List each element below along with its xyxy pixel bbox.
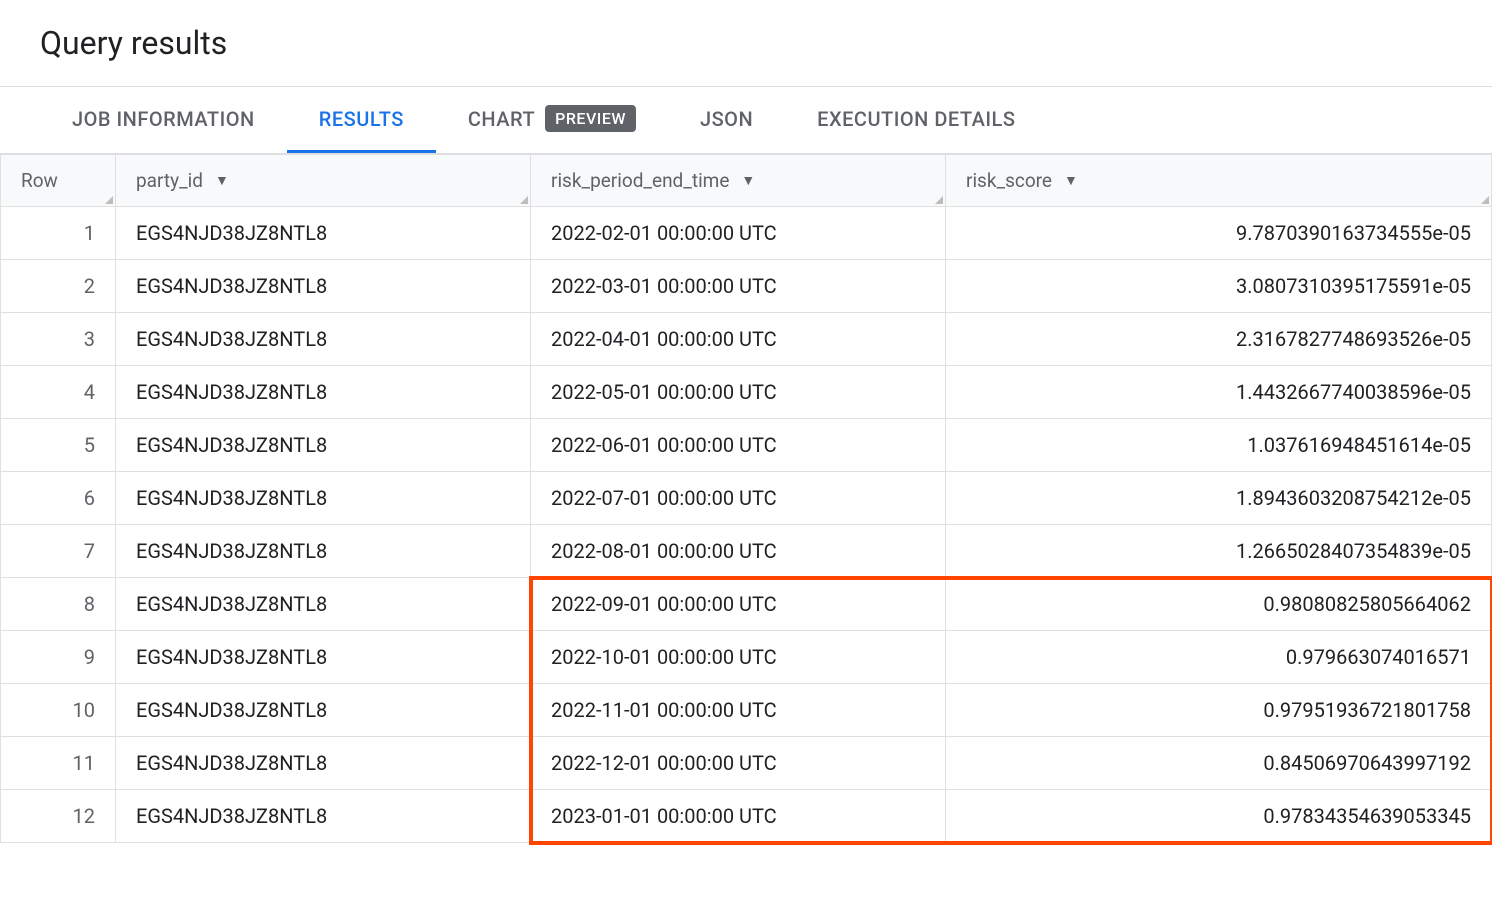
cell-row: 5 [1, 419, 116, 472]
sort-dropdown-icon[interactable]: ▼ [741, 172, 755, 189]
column-header-party_id[interactable]: party_id ▼ [116, 155, 531, 207]
cell-risk_score: 0.979663074016571 [946, 631, 1492, 684]
cell-risk_score: 1.037616948451614e-05 [946, 419, 1492, 472]
sort-dropdown-icon[interactable]: ▼ [215, 172, 229, 189]
table-row: 1EGS4NJD38JZ8NTL82022-02-01 00:00:00 UTC… [1, 207, 1492, 260]
cell-risk_score: 1.4432667740038596e-05 [946, 366, 1492, 419]
cell-risk_period_end_time: 2022-04-01 00:00:00 UTC [531, 313, 946, 366]
table-container: Rowparty_id▼risk_period_end_time▼risk_sc… [0, 154, 1492, 843]
cell-risk_period_end_time: 2022-11-01 00:00:00 UTC [531, 684, 946, 737]
cell-risk_score: 3.0807310395175591e-05 [946, 260, 1492, 313]
cell-risk_score: 0.98080825805664062 [946, 578, 1492, 631]
results-table: Rowparty_id▼risk_period_end_time▼risk_sc… [0, 154, 1492, 843]
tab-chart[interactable]: CHART PREVIEW [436, 87, 668, 153]
cell-party_id: EGS4NJD38JZ8NTL8 [116, 578, 531, 631]
tab-label: CHART [468, 107, 535, 131]
cell-row: 3 [1, 313, 116, 366]
tab-label: JOB INFORMATION [72, 107, 255, 131]
cell-party_id: EGS4NJD38JZ8NTL8 [116, 684, 531, 737]
cell-party_id: EGS4NJD38JZ8NTL8 [116, 631, 531, 684]
cell-risk_period_end_time: 2022-03-01 00:00:00 UTC [531, 260, 946, 313]
tab-execution-details[interactable]: EXECUTION DETAILS [785, 87, 1047, 153]
cell-party_id: EGS4NJD38JZ8NTL8 [116, 366, 531, 419]
table-row: 2EGS4NJD38JZ8NTL82022-03-01 00:00:00 UTC… [1, 260, 1492, 313]
cell-risk_period_end_time: 2022-02-01 00:00:00 UTC [531, 207, 946, 260]
column-resize-handle[interactable] [103, 194, 113, 204]
column-resize-handle[interactable] [518, 194, 528, 204]
cell-row: 12 [1, 790, 116, 843]
cell-risk_score: 0.84506970643997192 [946, 737, 1492, 790]
cell-row: 8 [1, 578, 116, 631]
cell-row: 10 [1, 684, 116, 737]
cell-risk_period_end_time: 2022-08-01 00:00:00 UTC [531, 525, 946, 578]
table-row: 8EGS4NJD38JZ8NTL82022-09-01 00:00:00 UTC… [1, 578, 1492, 631]
table-row: 5EGS4NJD38JZ8NTL82022-06-01 00:00:00 UTC… [1, 419, 1492, 472]
table-row: 3EGS4NJD38JZ8NTL82022-04-01 00:00:00 UTC… [1, 313, 1492, 366]
cell-risk_score: 0.97951936721801758 [946, 684, 1492, 737]
cell-row: 2 [1, 260, 116, 313]
preview-badge: PREVIEW [545, 105, 636, 132]
tab-label: RESULTS [319, 107, 404, 131]
cell-risk_period_end_time: 2022-09-01 00:00:00 UTC [531, 578, 946, 631]
table-row: 11EGS4NJD38JZ8NTL82022-12-01 00:00:00 UT… [1, 737, 1492, 790]
column-resize-handle[interactable] [933, 194, 943, 204]
cell-row: 4 [1, 366, 116, 419]
column-resize-handle[interactable] [1479, 194, 1489, 204]
column-header-risk_period_end_time[interactable]: risk_period_end_time ▼ [531, 155, 946, 207]
cell-party_id: EGS4NJD38JZ8NTL8 [116, 207, 531, 260]
cell-party_id: EGS4NJD38JZ8NTL8 [116, 737, 531, 790]
tab-label: EXECUTION DETAILS [817, 107, 1015, 131]
cell-row: 9 [1, 631, 116, 684]
tab-results[interactable]: RESULTS [287, 87, 436, 153]
column-header-risk_score[interactable]: risk_score ▼ [946, 155, 1492, 207]
table-row: 6EGS4NJD38JZ8NTL82022-07-01 00:00:00 UTC… [1, 472, 1492, 525]
cell-party_id: EGS4NJD38JZ8NTL8 [116, 525, 531, 578]
tab-label: JSON [700, 107, 753, 131]
table-row: 9EGS4NJD38JZ8NTL82022-10-01 00:00:00 UTC… [1, 631, 1492, 684]
cell-row: 7 [1, 525, 116, 578]
cell-risk_score: 9.7870390163734555e-05 [946, 207, 1492, 260]
cell-risk_score: 2.3167827748693526e-05 [946, 313, 1492, 366]
cell-party_id: EGS4NJD38JZ8NTL8 [116, 260, 531, 313]
cell-risk_score: 0.97834354639053345 [946, 790, 1492, 843]
cell-risk_period_end_time: 2022-05-01 00:00:00 UTC [531, 366, 946, 419]
column-label: Row [21, 169, 58, 192]
cell-row: 6 [1, 472, 116, 525]
cell-risk_period_end_time: 2022-06-01 00:00:00 UTC [531, 419, 946, 472]
cell-party_id: EGS4NJD38JZ8NTL8 [116, 472, 531, 525]
column-label: risk_period_end_time [551, 169, 729, 192]
table-row: 12EGS4NJD38JZ8NTL82023-01-01 00:00:00 UT… [1, 790, 1492, 843]
cell-party_id: EGS4NJD38JZ8NTL8 [116, 419, 531, 472]
cell-row: 11 [1, 737, 116, 790]
cell-risk_period_end_time: 2022-07-01 00:00:00 UTC [531, 472, 946, 525]
tab-json[interactable]: JSON [668, 87, 785, 153]
page-title: Query results [0, 0, 1492, 86]
table-row: 7EGS4NJD38JZ8NTL82022-08-01 00:00:00 UTC… [1, 525, 1492, 578]
cell-risk_period_end_time: 2023-01-01 00:00:00 UTC [531, 790, 946, 843]
cell-risk_period_end_time: 2022-10-01 00:00:00 UTC [531, 631, 946, 684]
tabs-container: JOB INFORMATION RESULTS CHART PREVIEW JSON EX… [0, 86, 1492, 154]
cell-risk_period_end_time: 2022-12-01 00:00:00 UTC [531, 737, 946, 790]
tab-job-information[interactable]: JOB INFORMATION [40, 87, 287, 153]
sort-dropdown-icon[interactable]: ▼ [1064, 172, 1078, 189]
table-row: 10EGS4NJD38JZ8NTL82022-11-01 00:00:00 UT… [1, 684, 1492, 737]
column-label: risk_score [966, 169, 1052, 192]
table-row: 4EGS4NJD38JZ8NTL82022-05-01 00:00:00 UTC… [1, 366, 1492, 419]
column-header-row: Row [1, 155, 116, 207]
cell-party_id: EGS4NJD38JZ8NTL8 [116, 313, 531, 366]
column-label: party_id [136, 169, 203, 192]
cell-row: 1 [1, 207, 116, 260]
cell-risk_score: 1.2665028407354839e-05 [946, 525, 1492, 578]
cell-risk_score: 1.8943603208754212e-05 [946, 472, 1492, 525]
cell-party_id: EGS4NJD38JZ8NTL8 [116, 790, 531, 843]
